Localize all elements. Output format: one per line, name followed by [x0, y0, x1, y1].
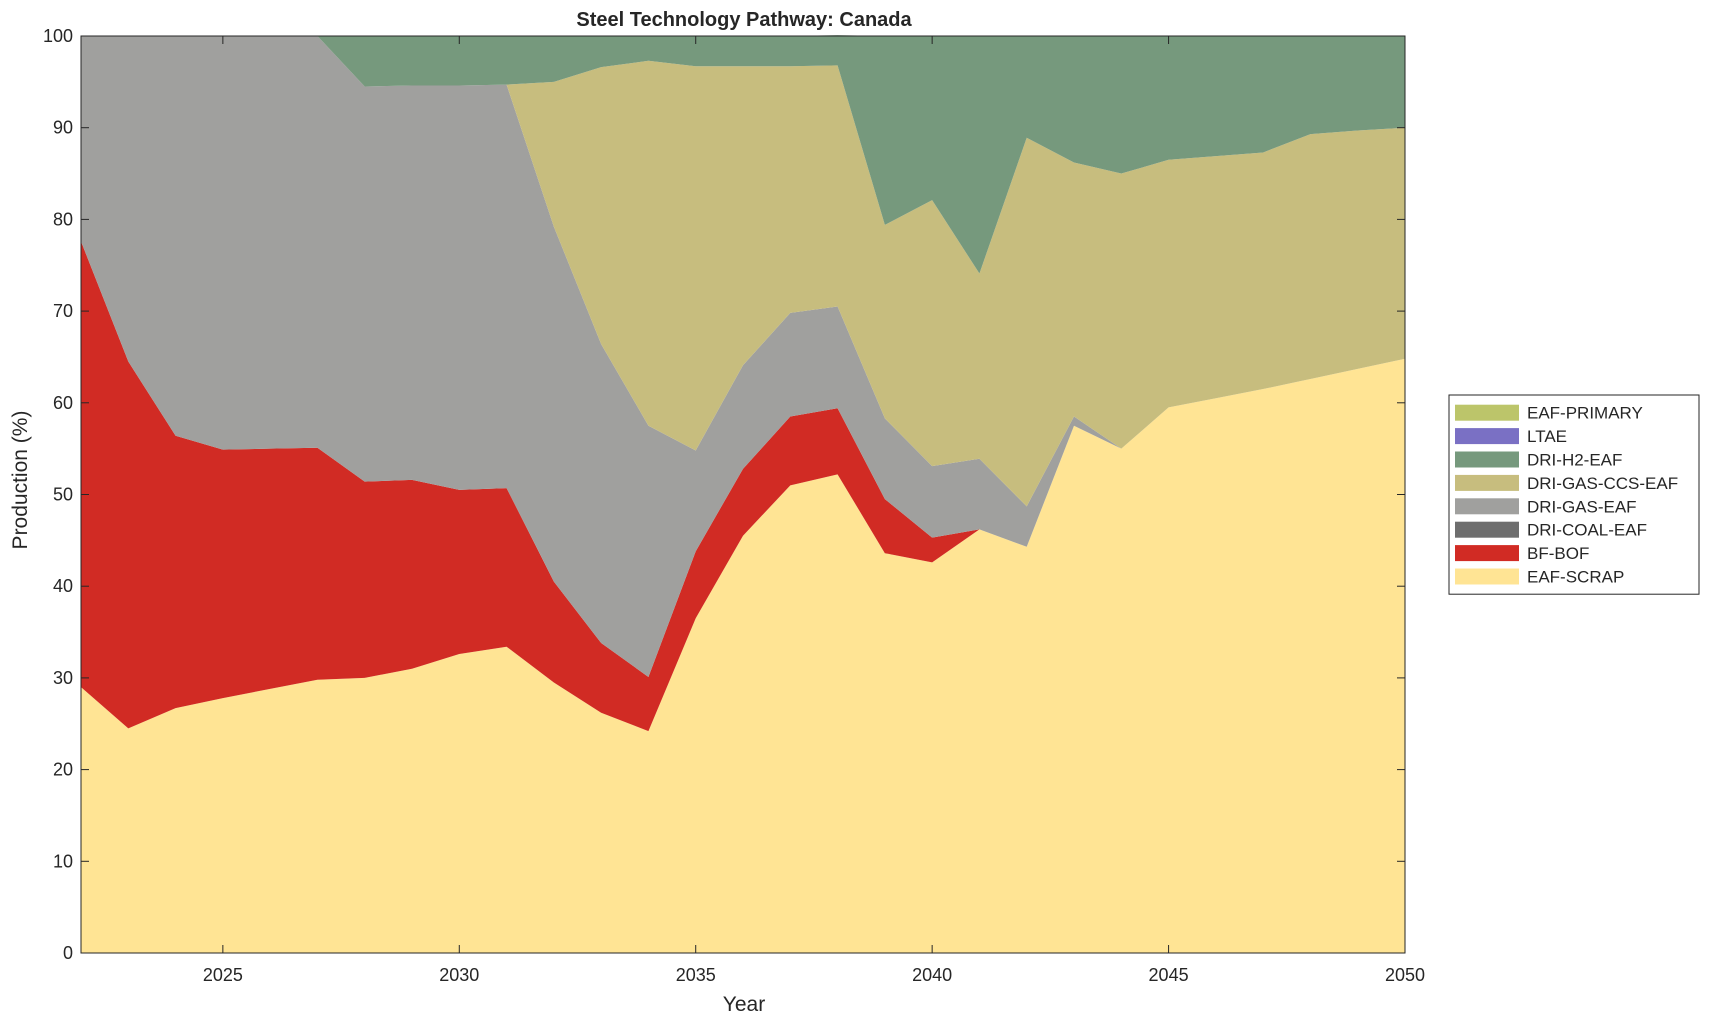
y-tick-label: 40 [53, 576, 73, 596]
legend-label-eaf-primary: EAF-PRIMARY [1527, 404, 1643, 423]
y-axis-title: Production (%) [9, 411, 32, 550]
x-tick-label: 2050 [1385, 965, 1425, 985]
x-tick-label: 2045 [1149, 965, 1189, 985]
legend-swatch-eaf-primary [1455, 404, 1519, 421]
x-axis-title: Year [723, 993, 765, 1016]
legend-label-dri-coal-eaf: DRI-COAL-EAF [1527, 521, 1647, 540]
legend-swatch-ltae [1455, 428, 1519, 445]
y-tick-label: 10 [53, 851, 73, 871]
legend-swatch-dri-gas-eaf [1455, 498, 1519, 515]
areas-layer [81, 35, 1405, 953]
ticks-layer: 2025 2030 2035 2040 2045 20500102030405060708… [43, 26, 1425, 985]
legend-label-ltae: LTAE [1527, 427, 1567, 446]
area-dri-h2-eaf [81, 35, 1405, 274]
legend-label-dri-gas-ccs-eaf: DRI-GAS-CCS-EAF [1527, 474, 1678, 493]
x-tick-label: 2025 [203, 965, 243, 985]
y-tick-label: 0 [63, 943, 73, 963]
legend-label-dri-h2-eaf: DRI-H2-EAF [1527, 451, 1622, 470]
area-dri-gas-ccs-eaf [81, 36, 1405, 507]
y-tick-label: 60 [53, 393, 73, 413]
legend-label-eaf-scrap: EAF-SCRAP [1527, 568, 1624, 587]
legend-swatch-dri-gas-ccs-eaf [1455, 474, 1519, 491]
x-tick-label: 2030 [439, 965, 479, 985]
legend-swatch-dri-h2-eaf [1455, 451, 1519, 468]
y-tick-label: 80 [53, 209, 73, 229]
y-tick-label: 30 [53, 668, 73, 688]
area-bf-bof [81, 241, 1405, 732]
area-dri-gas-eaf [81, 36, 1405, 677]
y-tick-label: 50 [53, 485, 73, 505]
y-tick-label: 70 [53, 301, 73, 321]
legend-label-bf-bof: BF-BOF [1527, 544, 1589, 563]
legend-swatch-bf-bof [1455, 545, 1519, 562]
x-tick-label: 2035 [676, 965, 716, 985]
legend: EAF-PRIMARY LTAE DRI-H2-EAF DRI-GAS-CCS-EAF… [1448, 394, 1700, 595]
y-tick-label: 20 [53, 760, 73, 780]
legend-swatch-dri-coal-eaf [1455, 521, 1519, 538]
chart-title: Steel Technology Pathway: Canada [576, 9, 912, 31]
area-eaf-scrap [81, 358, 1405, 953]
x-tick-label: 2040 [912, 965, 952, 985]
y-tick-label: 90 [53, 118, 73, 138]
legend-label-dri-gas-eaf: DRI-GAS-EAF [1527, 497, 1637, 516]
y-tick-label: 100 [43, 26, 73, 46]
legend-box [1448, 394, 1700, 595]
legend-swatch-eaf-scrap [1455, 568, 1519, 585]
